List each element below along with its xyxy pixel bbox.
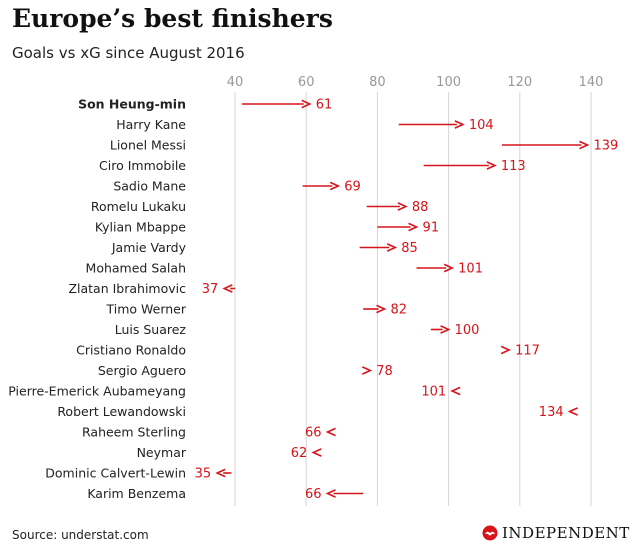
goals-label: 66 (305, 426, 322, 441)
arrow-head (376, 304, 387, 314)
player-name: Pierre-Emerick Aubameyang (8, 384, 186, 399)
arrow-head (443, 263, 455, 273)
arrow-head (486, 161, 497, 170)
goals-label: 91 (423, 221, 440, 236)
goals-label: 117 (515, 344, 540, 359)
arrow-head (361, 366, 373, 375)
arrow-head (215, 468, 226, 478)
arrow-head (311, 448, 322, 457)
goals-label: 101 (458, 262, 483, 277)
source-note: Source: understat.com (12, 528, 149, 542)
player-name: Sergio Aguero (98, 363, 186, 378)
chart-canvas: 40 60 80 100 120 140 Son Heung-min 61 Harry Kane… (8, 75, 618, 506)
arrow-head (325, 489, 336, 498)
x-tick-label: 80 (369, 75, 386, 90)
goals-label: 61 (316, 98, 333, 113)
goals-label: 69 (344, 180, 361, 195)
player-name: Karim Benzema (87, 486, 186, 501)
player-name: Ciro Immobile (99, 158, 186, 173)
chart-subtitle: Goals vs xG since August 2016 (12, 44, 245, 62)
arrow-head (440, 325, 451, 334)
goals-label: 100 (455, 323, 480, 338)
goals-label: 35 (195, 467, 212, 482)
goals-label: 139 (593, 139, 618, 154)
arrow-head (397, 202, 408, 211)
chart-title: Europe’s best finishers (12, 4, 333, 33)
x-tick-label: 60 (298, 75, 315, 90)
x-tick-label: 40 (227, 75, 244, 90)
player-name: Zlatan Ibrahimovic (68, 281, 186, 296)
arrow-head (500, 345, 512, 355)
arrow-head (450, 386, 461, 396)
eagle-icon (482, 525, 498, 541)
goals-label: 88 (412, 200, 429, 215)
player-name: Son Heung-min (78, 97, 186, 112)
goals-label: 101 (421, 385, 446, 400)
player-name: Mohamed Salah (86, 261, 186, 276)
x-tick-label: 100 (436, 75, 461, 90)
player-name: Luis Suarez (115, 322, 187, 337)
player-name: Dominic Calvert-Lewin (45, 466, 186, 481)
goals-label: 62 (291, 446, 308, 461)
player-name: Lionel Messi (110, 138, 186, 153)
player-name: Romelu Lukaku (91, 199, 186, 214)
player-name: Robert Lewandowski (57, 404, 186, 419)
player-name: Cristiano Ronaldo (76, 343, 186, 358)
player-name: Timo Werner (105, 302, 186, 317)
player-name: Harry Kane (116, 117, 186, 132)
arrow-head (454, 120, 465, 129)
arrow-head (301, 99, 312, 109)
goals-label: 104 (469, 118, 494, 133)
player-name: Jamie Vardy (111, 240, 187, 255)
x-tick-label: 140 (579, 75, 604, 90)
arrow-head (386, 243, 398, 252)
arrow-head (567, 407, 578, 416)
player-name: Kylian Mbappe (95, 220, 186, 235)
goals-label: 66 (305, 487, 322, 502)
goals-label: 37 (202, 282, 219, 297)
goals-label: 113 (501, 159, 526, 174)
arrow-head (579, 140, 590, 150)
goals-label: 85 (401, 241, 418, 256)
goals-label: 134 (539, 405, 564, 420)
arrow-head (408, 222, 419, 232)
player-name: Raheem Sterling (82, 425, 186, 440)
goals-label: 82 (391, 303, 408, 318)
x-tick-label: 120 (507, 75, 532, 90)
player-name: Sadio Mane (113, 179, 186, 194)
arrow-head (325, 427, 336, 437)
player-name: Neymar (137, 445, 187, 460)
arrow-head (329, 181, 341, 191)
goals-label: 78 (376, 364, 393, 379)
brand-name: INDEPENDENT (502, 524, 630, 542)
brand-logo: INDEPENDENT (482, 524, 630, 542)
arrow-head (222, 284, 233, 293)
